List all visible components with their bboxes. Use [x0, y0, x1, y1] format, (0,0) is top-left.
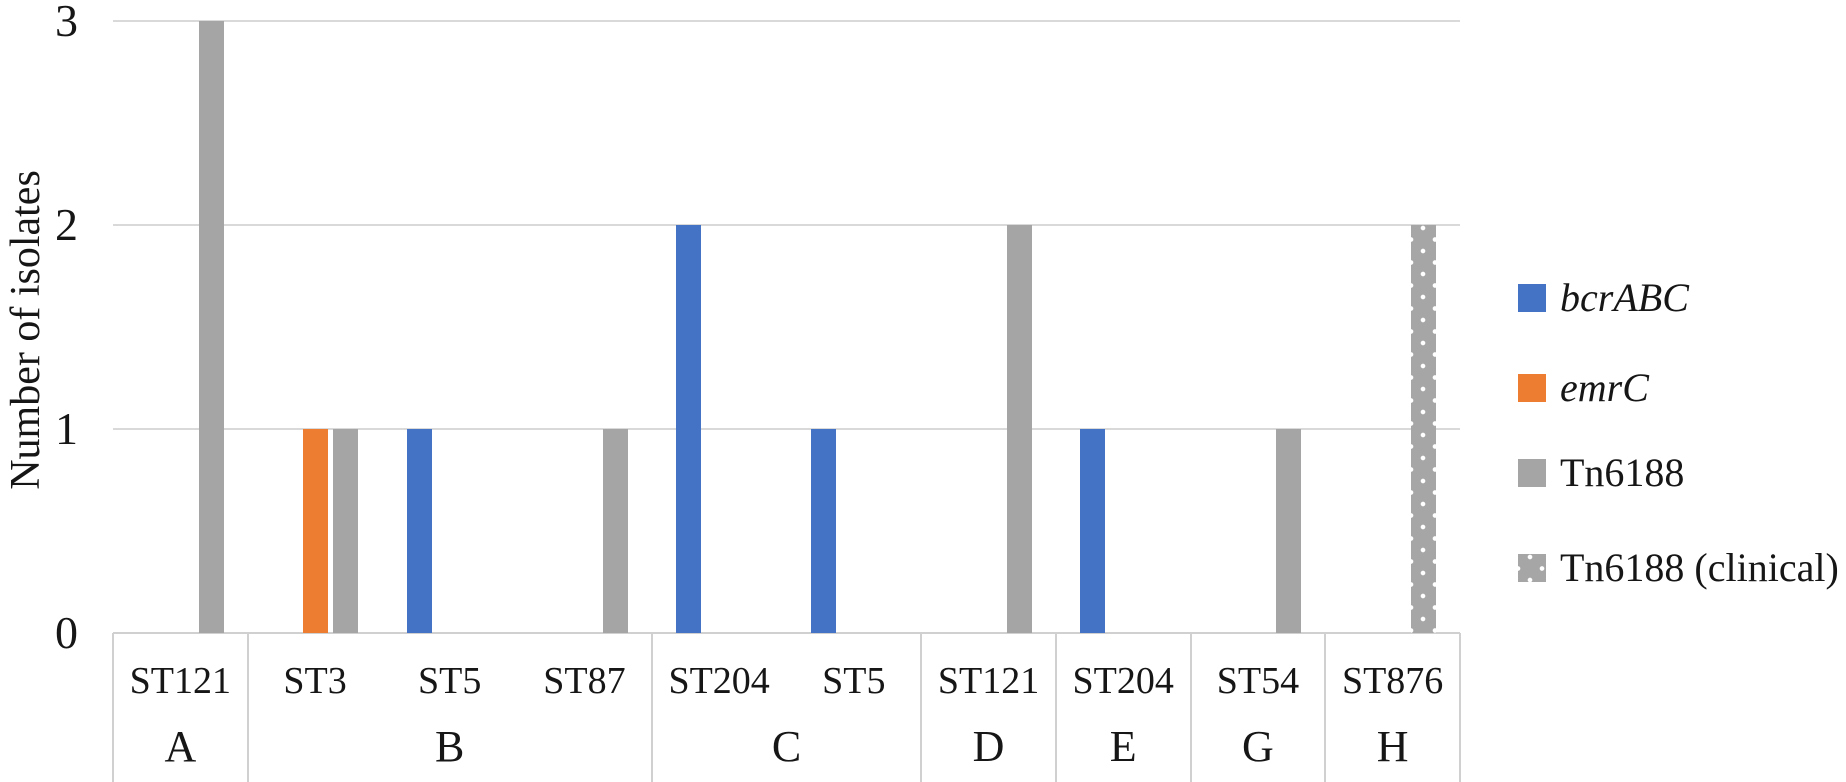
category-label-ST204: ST204 — [668, 660, 770, 702]
legend-swatch-Tn6188-clinical — [1518, 554, 1546, 582]
bar-D-ST121-Tn6188 — [1006, 225, 1032, 633]
gridline-1 — [113, 428, 1460, 430]
category-label-ST87: ST87 — [543, 660, 626, 702]
category-label-ST5: ST5 — [822, 660, 886, 702]
category-separator — [1324, 633, 1327, 782]
category-separator — [1054, 633, 1057, 782]
bar-A-ST121-Tn6188 — [198, 21, 224, 633]
category-label-ST5: ST5 — [418, 660, 482, 702]
gridline-2 — [113, 224, 1460, 226]
legend-swatch-emrC — [1518, 374, 1546, 402]
x-axis-line — [113, 632, 1460, 634]
legend-label-bcrABC: bcrABC — [1560, 275, 1689, 320]
bar-B-ST87-Tn6188 — [602, 429, 628, 633]
group-label-D: D — [972, 722, 1005, 771]
group-label-H: H — [1376, 722, 1409, 771]
gridline-3 — [113, 20, 1460, 22]
group-label-A: A — [164, 722, 197, 771]
category-label-ST204: ST204 — [1072, 660, 1174, 702]
category-label-ST121: ST121 — [937, 660, 1040, 702]
category-separator — [246, 633, 249, 782]
legend-swatch-Tn6188 — [1518, 459, 1546, 487]
legend-item-emrC: emrC — [1518, 360, 1649, 416]
bar-B-ST3-emrC — [302, 429, 328, 633]
category-separator — [1189, 633, 1192, 782]
group-label-G: G — [1242, 722, 1274, 771]
legend-item-Tn6188: Tn6188 — [1518, 445, 1684, 501]
legend-swatch-bcrABC — [1518, 284, 1546, 312]
group-label-E: E — [1109, 722, 1137, 771]
category-separator — [920, 633, 923, 782]
y-tick-0: 0 — [55, 607, 78, 658]
category-label-ST876: ST876 — [1341, 660, 1444, 702]
category-label-ST54: ST54 — [1216, 660, 1300, 702]
legend-label-emrC: emrC — [1560, 365, 1649, 410]
y-tick-1: 1 — [55, 403, 78, 454]
legend-item-Tn6188-clinical: Tn6188 (clinical) — [1518, 540, 1839, 596]
category-label-ST121: ST121 — [129, 660, 232, 702]
bar-E-ST204-bcrABC — [1080, 429, 1106, 633]
category-label-ST3: ST3 — [283, 660, 347, 702]
bar-B-ST5-bcrABC — [406, 429, 432, 633]
bar-B-ST3-Tn6188 — [333, 429, 359, 633]
legend-label-Tn6188: Tn6188 — [1560, 450, 1685, 495]
bar-G-ST54-Tn6188 — [1276, 429, 1302, 633]
group-label-B: B — [435, 722, 465, 771]
bar-C-ST204-bcrABC — [676, 225, 702, 633]
category-separator — [112, 633, 114, 782]
category-separator — [650, 633, 653, 782]
bar-H-ST876-Tn6188-clinical- — [1410, 225, 1436, 633]
legend-item-bcrABC: bcrABC — [1518, 270, 1689, 326]
category-separator — [1459, 633, 1461, 782]
y-tick-3: 3 — [55, 0, 78, 46]
bar-C-ST5-bcrABC — [811, 429, 836, 633]
group-label-C: C — [771, 722, 802, 771]
legend-label-Tn6188-clinical: Tn6188 (clinical) — [1560, 545, 1839, 590]
y-tick-2: 2 — [55, 199, 78, 250]
